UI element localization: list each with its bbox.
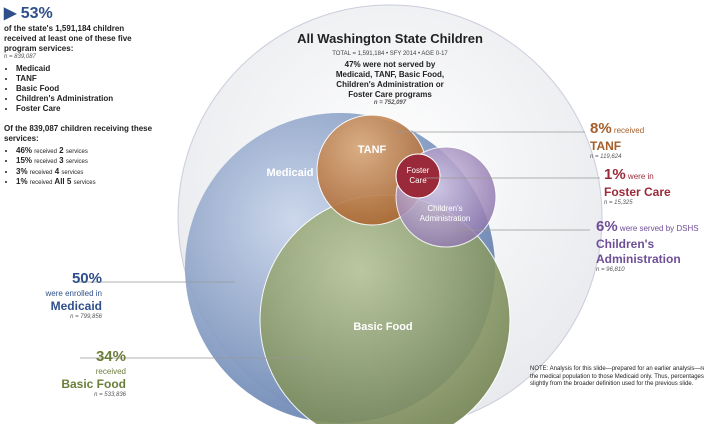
summary: ▶ 53% of the state's 1,591,184 children …: [4, 4, 154, 188]
breakdown-count: 2: [59, 145, 64, 155]
foster-callout: 1% were in Foster Care n = 15,325: [604, 166, 671, 206]
medicaid-callout: 50% were enrolled in Medicaid n = 799,856: [45, 270, 102, 320]
ca-callout: 6% were served by DSHS Children's Adminis…: [596, 218, 699, 273]
subtitle: TOTAL = 1,591,184 • SFY 2014 • AGE 0-17: [332, 51, 448, 57]
food-callout: 34% received Basic Food n = 533,836: [61, 348, 126, 398]
program-item: Foster Care: [16, 104, 154, 114]
breakdown-label: received: [29, 169, 53, 176]
program-item: Medicaid: [16, 64, 154, 74]
tanf-callout: 8% received TANF n = 119,624: [590, 120, 645, 160]
breakdown-count: 4: [54, 166, 60, 176]
breakdown-label: received: [29, 180, 53, 186]
breakdown-pct: 3%: [16, 166, 28, 176]
breakdown-item: 1% received All 5 services: [16, 177, 154, 188]
breakdown-item: 15% received 3 services: [16, 156, 154, 167]
tanf-label: TANF: [358, 144, 387, 156]
breakdown-pct: 15%: [16, 156, 33, 165]
program-item: Children's Administration: [16, 94, 154, 104]
medicaid-label: Medicaid: [266, 167, 313, 179]
unserved-text: 47% were not served by Medicaid, TANF, B…: [335, 60, 445, 106]
breakdown-count: All 5: [54, 177, 72, 186]
breakdown-item: 46% received 2 services: [16, 146, 154, 157]
foster-circle: [395, 153, 441, 199]
food-label: Basic Food: [353, 321, 412, 333]
breakdown-pct: 46%: [16, 145, 33, 155]
breakdown-item: 3% received 4 services: [16, 167, 154, 178]
breakdown-unit: services: [61, 169, 84, 176]
breakdown-unit: services: [65, 148, 88, 155]
note: NOTE: Analysis for this slide—prepared f…: [530, 366, 704, 387]
foster-label: Foster Care: [406, 166, 430, 185]
breakdown-label: received: [34, 148, 57, 155]
breakdown-count: 3: [59, 156, 64, 165]
breakdown-unit: services: [73, 180, 96, 186]
ca-label: Children's Administration: [419, 204, 471, 223]
breakdown-label: received: [34, 159, 57, 165]
program-item: Basic Food: [16, 84, 154, 94]
leader-lines: [75, 131, 600, 359]
breakdown-unit: services: [65, 159, 88, 165]
program-item: TANF: [16, 74, 154, 84]
title: All Washington State Children: [297, 31, 483, 46]
breakdown-pct: 1%: [16, 177, 28, 186]
